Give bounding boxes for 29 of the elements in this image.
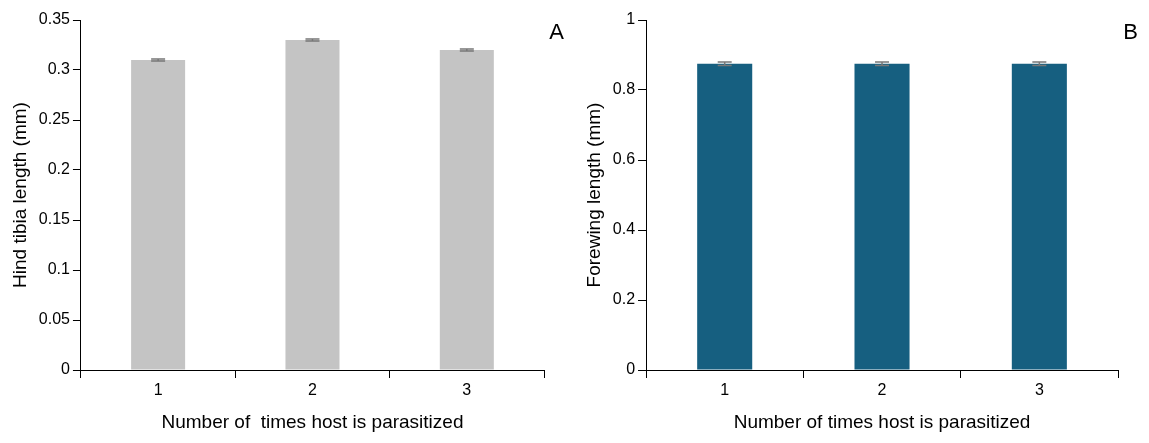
text: B — [1123, 19, 1138, 45]
y-tick-label: 0.15 — [38, 210, 71, 228]
bar — [131, 60, 186, 370]
bar — [439, 50, 494, 370]
y-tick-label: 0.2 — [612, 290, 636, 308]
bar — [285, 40, 340, 370]
y-tick-label: 1 — [626, 10, 636, 28]
y-tick-label: 0 — [61, 360, 71, 378]
x-tick-label: 3 — [1034, 381, 1044, 399]
y-tick-label: 0.8 — [612, 80, 636, 98]
x-axis-title: Number of times host is parasitized — [733, 410, 1031, 432]
y-tick-label: 0.25 — [38, 110, 71, 128]
y-tick-label: 0 — [626, 360, 636, 378]
x-tick-label: 2 — [308, 381, 318, 399]
y-tick-label: 0.35 — [38, 10, 71, 28]
x-tick-label: 1 — [153, 381, 163, 399]
y-tick-label: 0.3 — [47, 60, 71, 78]
x-tick-label: 2 — [877, 381, 887, 399]
y-axis-title: Forewing length (mm) — [582, 102, 604, 288]
x-axis-title: Number of times host is parasitized — [161, 410, 464, 432]
y-tick-label: 0.4 — [612, 220, 636, 238]
y-tick-label: 0.2 — [47, 160, 71, 178]
y-tick-label: 0.1 — [47, 260, 71, 278]
y-tick-label: 0.6 — [612, 150, 636, 168]
x-tick-label: 3 — [462, 381, 472, 399]
y-axis-title: Hind tibia length (mm) — [8, 102, 30, 288]
x-tick-label: 1 — [720, 381, 730, 399]
y-tick-label: 0.05 — [38, 310, 71, 328]
text: A — [549, 19, 565, 45]
